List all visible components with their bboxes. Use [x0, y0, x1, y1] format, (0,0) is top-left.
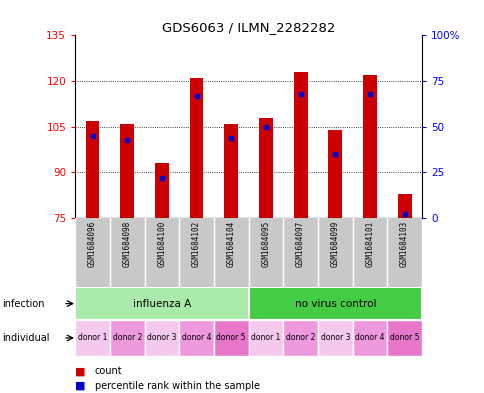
Text: infection: infection — [2, 299, 45, 309]
Text: count: count — [94, 366, 122, 376]
Bar — [179, 320, 213, 356]
Text: donor 2: donor 2 — [285, 334, 315, 342]
Bar — [397, 194, 411, 218]
Text: donor 5: donor 5 — [216, 334, 245, 342]
Bar — [328, 130, 342, 218]
Bar — [85, 121, 99, 218]
Text: individual: individual — [2, 333, 50, 343]
Bar — [248, 287, 421, 320]
Bar — [318, 320, 352, 356]
Text: donor 2: donor 2 — [112, 334, 142, 342]
Bar — [293, 72, 307, 218]
Text: donor 1: donor 1 — [77, 334, 107, 342]
Text: GSM1684103: GSM1684103 — [399, 221, 408, 267]
Text: ■: ■ — [75, 381, 86, 391]
Text: donor 1: donor 1 — [251, 334, 280, 342]
Text: ■: ■ — [75, 366, 86, 376]
Text: GSM1684104: GSM1684104 — [226, 221, 235, 267]
Bar — [109, 320, 144, 356]
Bar — [224, 124, 238, 218]
Text: GSM1684098: GSM1684098 — [122, 221, 132, 267]
Bar — [362, 75, 376, 218]
Text: donor 4: donor 4 — [354, 334, 384, 342]
Bar — [189, 78, 203, 218]
Text: donor 4: donor 4 — [182, 334, 211, 342]
Bar — [75, 287, 248, 320]
Bar — [213, 320, 248, 356]
Text: GSM1684096: GSM1684096 — [88, 221, 97, 267]
Bar — [283, 320, 318, 356]
Bar — [352, 320, 386, 356]
Text: donor 5: donor 5 — [389, 334, 419, 342]
Bar — [248, 320, 283, 356]
Bar — [258, 118, 272, 218]
Bar — [154, 163, 168, 218]
Text: GSM1684099: GSM1684099 — [330, 221, 339, 267]
Text: GSM1684102: GSM1684102 — [192, 221, 201, 267]
Bar — [386, 320, 421, 356]
Text: influenza A: influenza A — [133, 299, 191, 309]
Title: GDS6063 / ILMN_2282282: GDS6063 / ILMN_2282282 — [162, 21, 334, 34]
Text: percentile rank within the sample: percentile rank within the sample — [94, 381, 259, 391]
Bar — [75, 320, 109, 356]
Text: GSM1684095: GSM1684095 — [261, 221, 270, 267]
Text: donor 3: donor 3 — [147, 334, 176, 342]
Text: GSM1684097: GSM1684097 — [295, 221, 304, 267]
Text: GSM1684100: GSM1684100 — [157, 221, 166, 267]
Text: no virus control: no virus control — [294, 299, 375, 309]
Bar — [144, 320, 179, 356]
Text: GSM1684101: GSM1684101 — [364, 221, 374, 267]
Bar — [120, 124, 134, 218]
Text: donor 3: donor 3 — [320, 334, 349, 342]
